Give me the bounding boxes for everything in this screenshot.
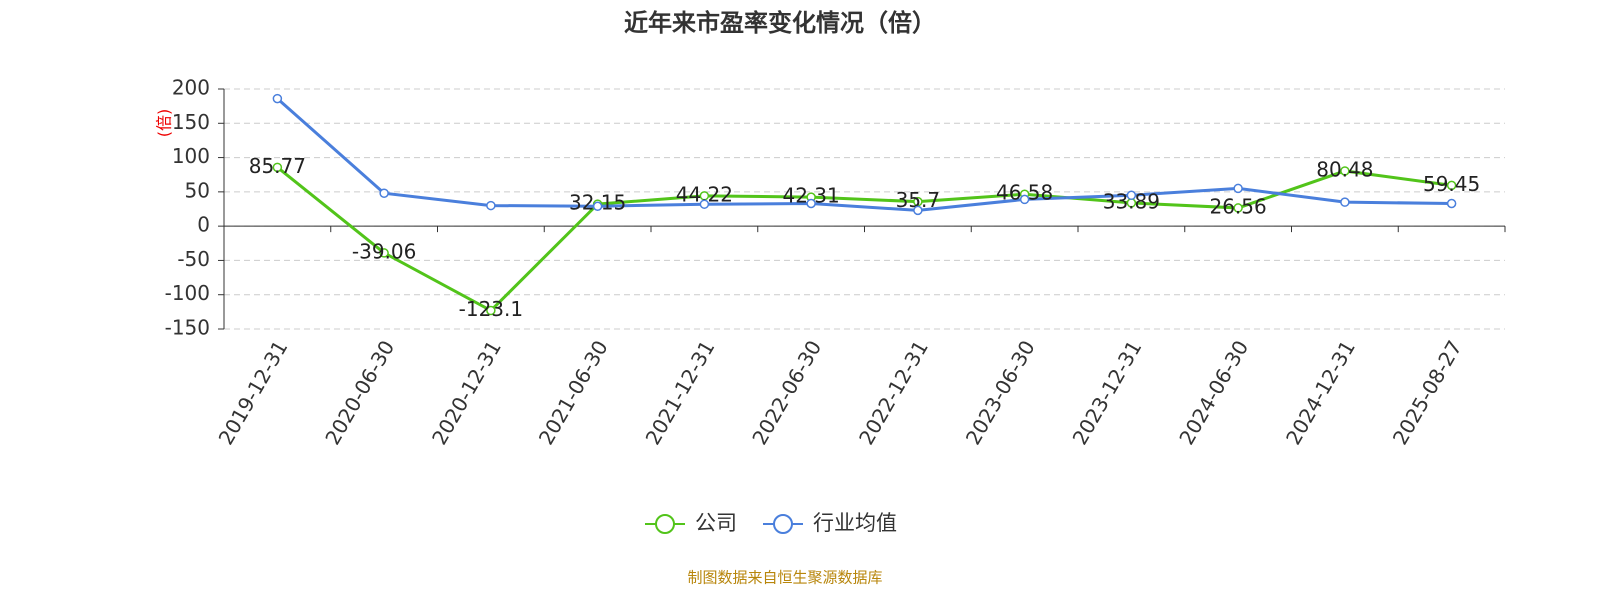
y-tick-label: -50 bbox=[177, 247, 210, 271]
series-line bbox=[276, 166, 1452, 313]
data-point bbox=[272, 93, 283, 104]
x-tick-label: 2021-06-30 bbox=[534, 336, 613, 449]
data-label: -123.1 bbox=[459, 297, 523, 321]
data-point bbox=[486, 200, 496, 211]
data-label: -39.06 bbox=[352, 239, 416, 263]
chart-title: 近年来市盈率变化情况（倍） bbox=[624, 9, 936, 37]
x-tick-label: 2020-06-30 bbox=[320, 336, 399, 449]
y-tick-label: -150 bbox=[165, 316, 210, 340]
data-point bbox=[592, 201, 603, 212]
y-tick-label: 100 bbox=[172, 144, 210, 168]
data-point bbox=[379, 188, 389, 198]
data-point bbox=[1233, 203, 1243, 213]
data-point bbox=[1126, 190, 1137, 201]
y-tick-label: 150 bbox=[172, 110, 210, 134]
y-tick-label: 50 bbox=[185, 178, 210, 202]
legend-marker bbox=[655, 514, 675, 534]
x-tick-label: 2024-06-30 bbox=[1174, 336, 1253, 449]
data-point bbox=[1446, 180, 1457, 191]
series-line bbox=[276, 97, 1452, 212]
y-tick-label: 200 bbox=[172, 76, 210, 100]
x-tick-label: 2020-12-31 bbox=[427, 336, 506, 449]
y-axis-label: (倍) bbox=[155, 109, 174, 138]
x-tick-label: 2023-06-30 bbox=[961, 336, 1040, 449]
x-tick-label: 2024-12-31 bbox=[1281, 336, 1360, 449]
legend-label: 行业均值 bbox=[813, 511, 897, 535]
data-point bbox=[806, 198, 816, 209]
data-label: 26.56 bbox=[1209, 194, 1266, 218]
x-tick-label: 2022-06-30 bbox=[747, 336, 826, 449]
x-tick-label: 2023-12-31 bbox=[1068, 336, 1147, 449]
data-point bbox=[1340, 197, 1350, 207]
data-point bbox=[272, 162, 283, 173]
legend-label: 公司 bbox=[695, 511, 737, 535]
data-point bbox=[1233, 183, 1243, 194]
data-point bbox=[379, 248, 389, 258]
data-point bbox=[1446, 198, 1457, 209]
data-point bbox=[913, 205, 923, 216]
source-note: 制图数据来自恒生聚源数据库 bbox=[687, 569, 882, 587]
x-tick-label: 2019-12-31 bbox=[214, 336, 293, 449]
x-tick-label: 2025-08-27 bbox=[1388, 336, 1467, 449]
data-point bbox=[1019, 194, 1030, 205]
data-point bbox=[1340, 166, 1350, 176]
data-label: 85.77 bbox=[249, 154, 306, 178]
data-point bbox=[699, 199, 710, 209]
legend-marker bbox=[773, 514, 793, 534]
x-tick-label: 2022-12-31 bbox=[854, 336, 933, 449]
x-tick-label: 2021-12-31 bbox=[641, 336, 720, 449]
data-label: 59.45 bbox=[1423, 172, 1480, 196]
data-point bbox=[486, 305, 496, 316]
y-tick-label: -100 bbox=[165, 281, 210, 305]
data-label: 80.48 bbox=[1316, 157, 1373, 181]
y-tick-label: 0 bbox=[197, 213, 210, 237]
